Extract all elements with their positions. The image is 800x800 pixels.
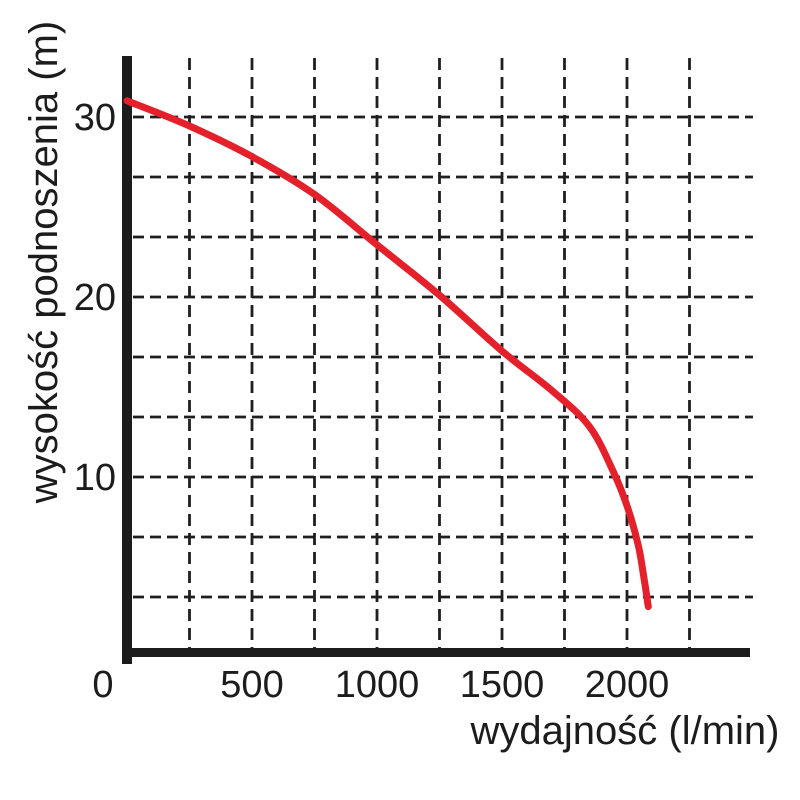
y-tick-label: 10 <box>74 457 116 499</box>
y-tick-label: 30 <box>74 97 116 139</box>
x-tick-label: 0 <box>92 664 113 706</box>
x-tick-label: 2000 <box>585 664 670 706</box>
series-layer <box>123 97 652 611</box>
pump-curve <box>123 97 652 611</box>
y-axis-line <box>122 56 132 664</box>
y-tick-label: 20 <box>74 277 116 319</box>
x-axis-line <box>122 648 750 657</box>
x-axis-title: wydajność (l/min) <box>470 709 780 753</box>
x-tick-label: 1000 <box>335 664 420 706</box>
x-tick-label: 1500 <box>460 664 545 706</box>
axes-layer <box>122 56 750 664</box>
grid-layer <box>133 58 753 648</box>
tick-layer: 0 500 1000 1500 2000 10 20 30 <box>74 97 670 706</box>
y-axis-title: wysokość podnoszenia (m) <box>22 21 66 504</box>
x-tick-label: 500 <box>220 664 283 706</box>
